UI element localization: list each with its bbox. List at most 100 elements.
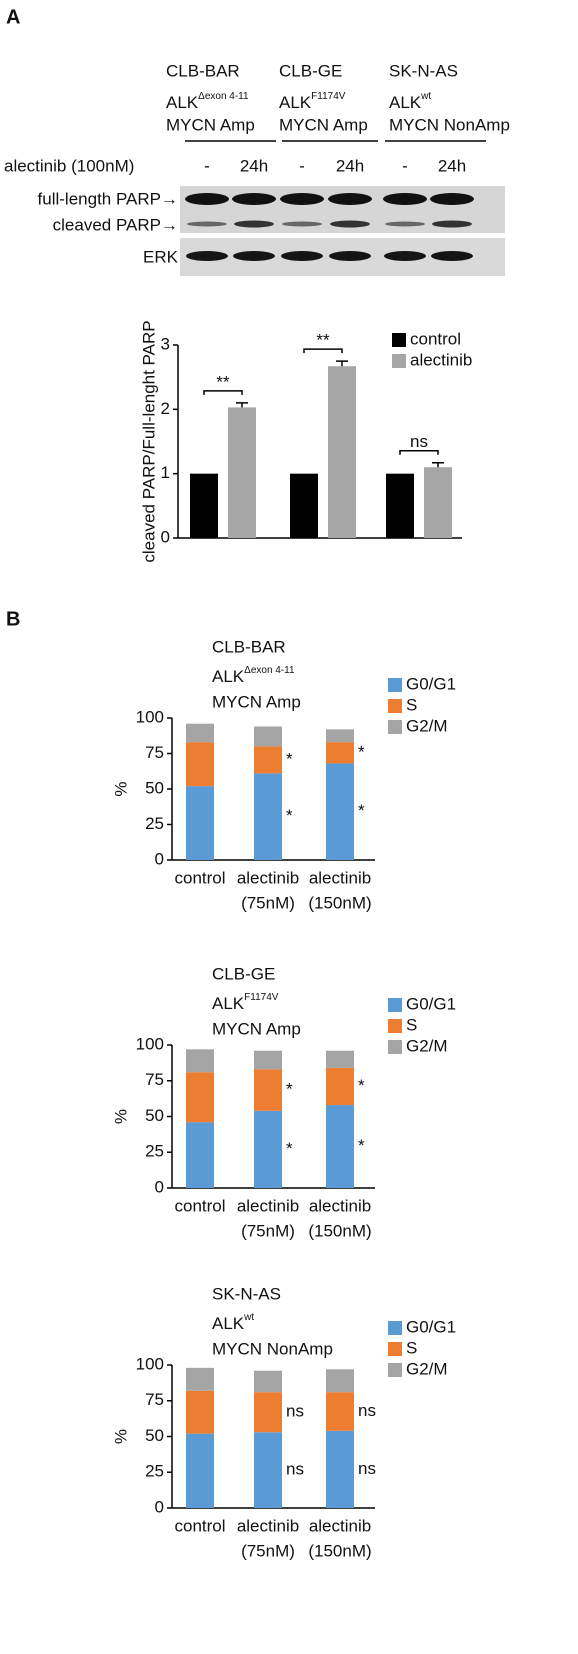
bar-segment — [326, 1067, 354, 1106]
gene: ALK — [212, 994, 245, 1013]
legend-swatch — [388, 998, 402, 1012]
bar-segment — [186, 1122, 214, 1188]
genotype: ALKF1174V — [212, 992, 279, 1014]
blot-band — [232, 193, 276, 205]
y-tick-label: 25 — [145, 814, 164, 833]
x-tick-label: alectinib — [237, 868, 299, 887]
blot-band — [329, 251, 371, 261]
bar — [424, 467, 452, 538]
y-tick-label: 50 — [145, 778, 164, 797]
x-tick-label: control — [174, 1516, 225, 1535]
significance-bracket — [399, 449, 439, 455]
x-tick-label: control — [174, 1196, 225, 1215]
blot-band — [430, 193, 474, 205]
x-tick-sublabel: (75nM) — [241, 1541, 295, 1560]
error-bar — [432, 461, 444, 468]
mycn-status: MYCN Amp — [279, 115, 368, 134]
bar-segment — [186, 1072, 214, 1123]
gene-superscript: wt — [420, 91, 431, 102]
significance-label: * — [358, 1076, 365, 1095]
bar — [228, 407, 256, 538]
bar-segment — [186, 742, 214, 787]
blot-label: full-length PARP→ — [38, 189, 178, 208]
bar-segment — [326, 1392, 354, 1431]
blot-band — [186, 251, 228, 261]
bar-segment — [254, 726, 282, 747]
significance-label: * — [358, 801, 365, 820]
legend-label: G0/G1 — [406, 674, 456, 693]
significance-label: ns — [286, 1460, 304, 1479]
blot-band — [187, 221, 227, 227]
gene: ALK — [212, 1314, 245, 1333]
legend-swatch — [388, 1040, 402, 1054]
y-tick-label: 1 — [161, 463, 170, 482]
bar-segment — [326, 729, 354, 743]
genotype: ALKF1174V — [279, 91, 346, 113]
y-tick-label: 3 — [161, 334, 170, 353]
legend-swatch — [388, 1019, 402, 1033]
blot-band — [431, 251, 473, 261]
chart-subtitle: MYCN Amp — [212, 1019, 301, 1038]
y-tick-label: 100 — [136, 707, 164, 726]
error-bar — [236, 402, 248, 408]
gene: ALK — [212, 667, 245, 686]
legend-label: G2/M — [406, 1359, 448, 1378]
significance-label: ** — [316, 331, 330, 350]
lane-label: - — [204, 156, 210, 175]
y-tick-label: 0 — [155, 849, 164, 868]
y-tick-label: 50 — [145, 1106, 164, 1125]
bar-segment — [186, 723, 214, 743]
gene-superscript: F1174V — [244, 992, 279, 1003]
y-tick-label: 100 — [136, 1034, 164, 1053]
bar-segment — [326, 1430, 354, 1508]
legend-swatch — [388, 678, 402, 692]
blot-band — [281, 251, 323, 261]
bar-segment — [186, 1367, 214, 1391]
y-axis-label: % — [111, 1429, 130, 1444]
significance-label: * — [286, 806, 293, 825]
genotype: ALKΔexon 4-11 — [166, 91, 249, 113]
bar-segment — [326, 763, 354, 860]
legend-label: G2/M — [406, 716, 448, 735]
lane-label: 24h — [240, 156, 268, 175]
treatment-label: alectinib (100nM) — [4, 156, 134, 175]
chart-subtitle: MYCN Amp — [212, 692, 301, 711]
y-tick-label: 100 — [136, 1354, 164, 1373]
bar-segment — [186, 1049, 214, 1073]
blot-band — [185, 193, 229, 205]
gene: ALK — [389, 93, 422, 112]
legend-label: alectinib — [410, 350, 472, 369]
blot-band — [328, 193, 372, 205]
panel-label: B — [6, 608, 20, 630]
chart-title: SK-N-AS — [212, 1284, 281, 1303]
y-tick-label: 0 — [155, 1497, 164, 1516]
gene-superscript: wt — [243, 1312, 254, 1323]
legend-label: S — [406, 695, 417, 714]
bar-segment — [254, 1432, 282, 1508]
x-tick-sublabel: (75nM) — [241, 893, 295, 912]
significance-label: ns — [358, 1459, 376, 1478]
legend-label: S — [406, 1338, 417, 1357]
bar-segment — [186, 1390, 214, 1434]
genotype: ALKΔexon 4-11 — [212, 665, 295, 687]
blot-label: ERK — [143, 247, 179, 266]
bar-segment — [254, 1110, 282, 1188]
x-tick-sublabel: (150nM) — [308, 893, 371, 912]
bar — [190, 473, 218, 538]
y-tick-label: 25 — [145, 1142, 164, 1161]
bar-segment — [254, 1392, 282, 1433]
panel-label: A — [6, 6, 20, 28]
y-tick-label: 75 — [145, 743, 164, 762]
chart-subtitle: MYCN NonAmp — [212, 1339, 333, 1358]
legend-label: S — [406, 1015, 417, 1034]
y-tick-label: 25 — [145, 1462, 164, 1481]
cell-line: CLB-BAR — [166, 61, 240, 80]
x-tick-label: alectinib — [237, 1196, 299, 1215]
bar-segment — [326, 1369, 354, 1393]
lane-label: 24h — [438, 156, 466, 175]
lane-label: - — [402, 156, 408, 175]
bar-segment — [326, 1050, 354, 1068]
legend-swatch — [388, 699, 402, 713]
mycn-status: MYCN NonAmp — [389, 115, 510, 134]
